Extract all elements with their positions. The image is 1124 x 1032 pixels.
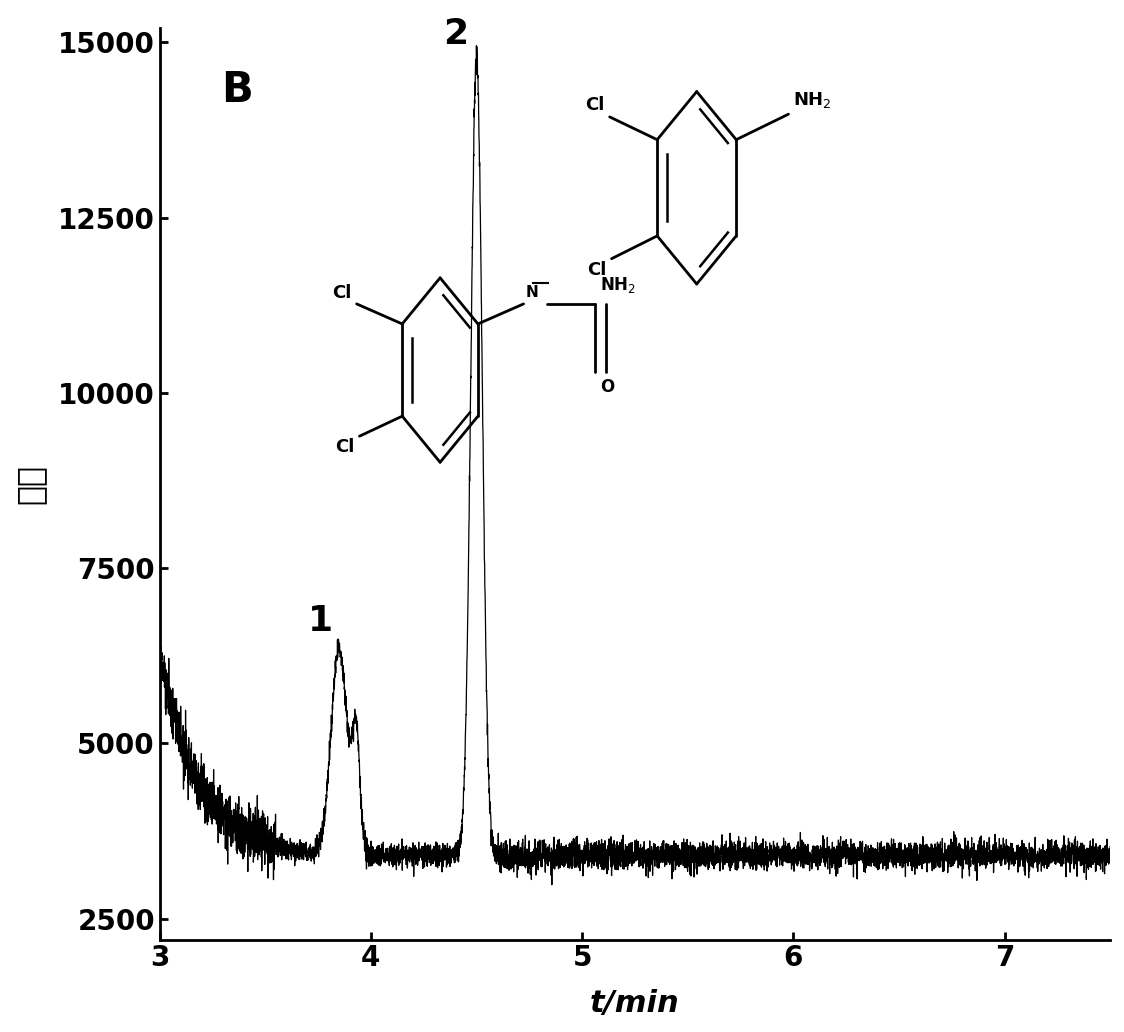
- X-axis label: t/min: t/min: [590, 989, 680, 1019]
- Text: Cl: Cl: [333, 284, 352, 302]
- Text: N: N: [526, 285, 538, 300]
- Text: O: O: [600, 378, 615, 395]
- Text: NH$_2$: NH$_2$: [599, 275, 635, 295]
- Y-axis label: 华度: 华度: [13, 464, 47, 504]
- Text: B: B: [221, 69, 253, 111]
- Text: NH$_2$: NH$_2$: [794, 90, 832, 109]
- Text: Cl: Cl: [588, 261, 607, 280]
- Text: 1: 1: [308, 604, 333, 638]
- Text: Cl: Cl: [335, 438, 355, 456]
- Text: Cl: Cl: [586, 96, 605, 115]
- Text: 2: 2: [443, 17, 468, 51]
